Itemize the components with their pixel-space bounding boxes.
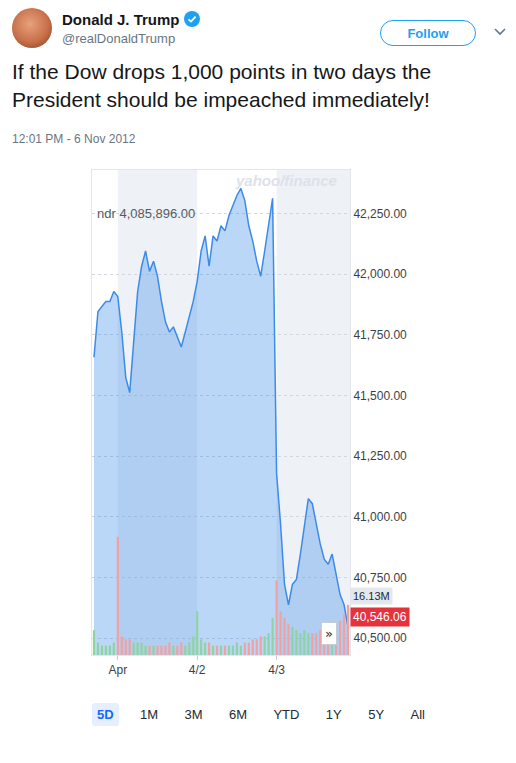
svg-text:40,500.00: 40,500.00 <box>353 631 407 645</box>
svg-text:4/2: 4/2 <box>189 663 206 677</box>
svg-text:41,750.00: 41,750.00 <box>353 328 407 342</box>
html-text:6M: 6M <box>229 707 247 722</box>
html-text:YTD: YTD <box>273 707 300 722</box>
html-text:3M: 3M <box>184 707 203 722</box>
html-text:1M: 1M <box>140 707 159 722</box>
html-text:Follow: Follow <box>407 25 449 41</box>
svg-text:41,000.00: 41,000.00 <box>353 510 407 524</box>
svg-text:yahoo/finance: yahoo/finance <box>235 172 337 189</box>
html-text:5Y: 5Y <box>368 707 385 722</box>
svg-text:42,250.00: 42,250.00 <box>353 207 407 221</box>
svg-text:Apr: Apr <box>108 663 127 677</box>
svg-text:»: » <box>325 626 333 641</box>
html-text:@realDonaldTrump: @realDonaldTrump <box>62 31 176 46</box>
svg-text:40,750.00: 40,750.00 <box>353 571 407 585</box>
svg-text:42,000.00: 42,000.00 <box>353 267 407 281</box>
svg-text:ndr 4,085,896.00: ndr 4,085,896.00 <box>97 206 195 221</box>
svg-text:41,500.00: 41,500.00 <box>353 389 407 403</box>
html-text:12:01 PM - 6 Nov 2012: 12:01 PM - 6 Nov 2012 <box>12 132 136 146</box>
html-text:If the Dow drops 1,000 points: If the Dow drops 1,000 points in two day… <box>12 60 432 111</box>
svg-text:16.13M: 16.13M <box>353 590 390 602</box>
svg-text:41,250.00: 41,250.00 <box>353 449 407 463</box>
html-text:5D: 5D <box>97 707 114 722</box>
html-text:1Y: 1Y <box>325 707 342 722</box>
svg-text:40,546.06: 40,546.06 <box>353 610 407 624</box>
html-text:All: All <box>410 707 425 722</box>
html-text:Donald J. Trump: Donald J. Trump <box>62 11 180 28</box>
svg-text:4/3: 4/3 <box>268 663 285 677</box>
